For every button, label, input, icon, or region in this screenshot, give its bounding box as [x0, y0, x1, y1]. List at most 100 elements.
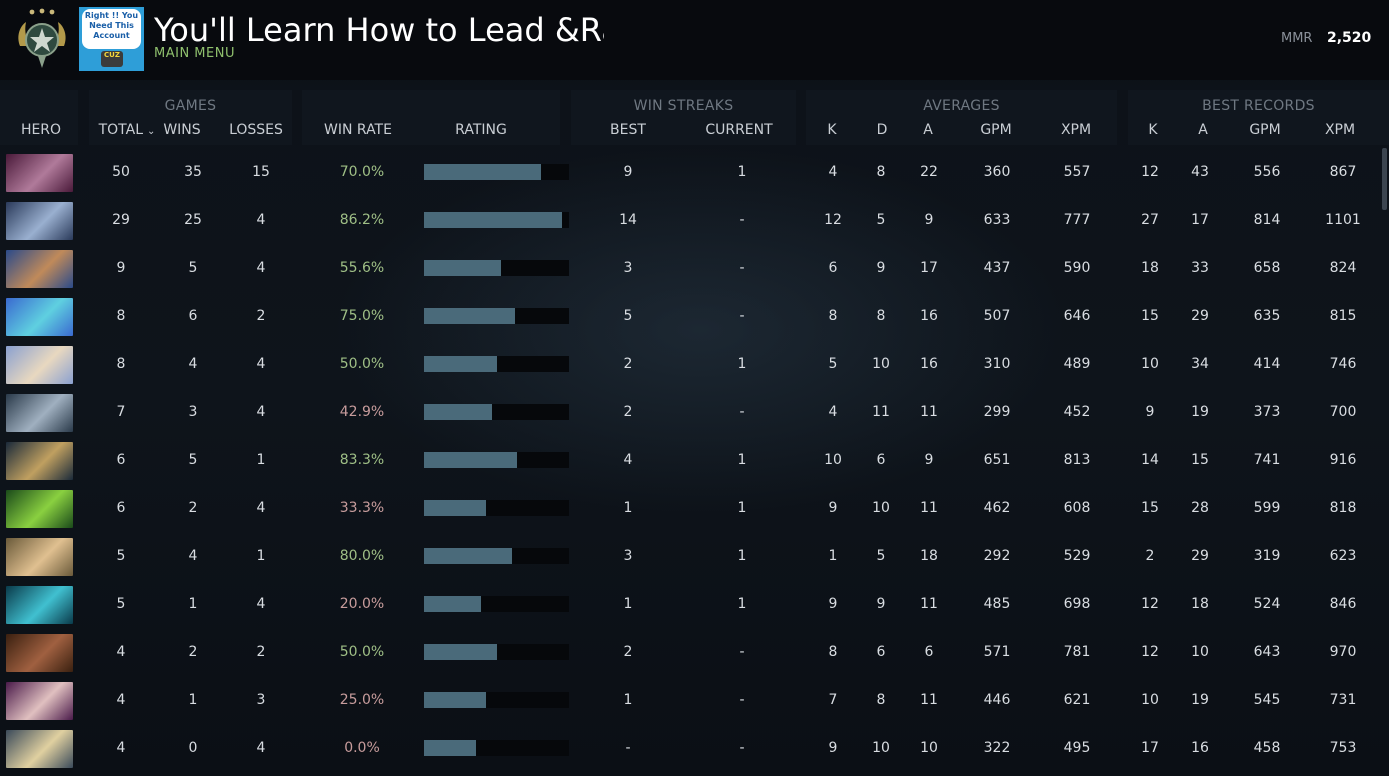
table-row[interactable]: 29 25 4 86.2% 14 - 12 5 9 633 777 27 17 814 1101	[0, 200, 1380, 248]
total-cell: 5	[116, 548, 126, 564]
col-header-avg-deaths[interactable]: D	[876, 122, 888, 138]
best-kills-cell: 12	[1141, 596, 1159, 612]
games-group-title: GAMES	[164, 98, 217, 114]
best-assists-cell: 17	[1191, 212, 1209, 228]
best-kills-cell: 10	[1141, 692, 1159, 708]
hero-portrait-13[interactable]	[6, 730, 73, 768]
averages-group-title: AVERAGES	[923, 98, 1000, 114]
hero-portrait-4[interactable]	[6, 298, 73, 336]
best-gpm-cell: 414	[1253, 356, 1281, 372]
losses-cell: 4	[256, 404, 266, 420]
main-menu-link[interactable]: MAIN MENU	[154, 46, 235, 61]
best-gpm-cell: 458	[1253, 740, 1281, 756]
best-kills-cell: 10	[1141, 356, 1159, 372]
avg-deaths-cell: 5	[876, 548, 886, 564]
avg-deaths-cell: 6	[876, 644, 886, 660]
table-row[interactable]: 8 6 2 75.0% 5 - 8 8 16 507 646 15 29 635 815	[0, 296, 1380, 344]
rating-bar-track	[424, 452, 569, 468]
best-kills-cell: 12	[1141, 164, 1159, 180]
col-header-best-assists[interactable]: A	[1198, 122, 1208, 138]
best-xpm-cell: 970	[1329, 644, 1357, 660]
win-rate-cell: 80.0%	[339, 548, 385, 564]
table-row[interactable]: 8 4 4 50.0% 2 1 5 10 16 310 489 10 34 414 746	[0, 344, 1380, 392]
hero-portrait-11[interactable]	[6, 634, 73, 672]
table-row[interactable]: 9 5 4 55.6% 3 - 6 9 17 437 590 18 33 658 824	[0, 248, 1380, 296]
best-xpm-cell: 846	[1329, 596, 1357, 612]
rating-bar-track	[424, 308, 569, 324]
hero-portrait-5[interactable]	[6, 346, 73, 384]
scrollbar-thumb[interactable]	[1382, 148, 1387, 210]
hero-portrait-12[interactable]	[6, 682, 73, 720]
avg-gpm-cell: 437	[983, 260, 1011, 276]
wins-cell: 35	[184, 164, 202, 180]
best-assists-cell: 29	[1191, 548, 1209, 564]
col-header-avg-kills[interactable]: K	[827, 122, 837, 138]
hero-portrait-3[interactable]	[6, 250, 73, 288]
table-row[interactable]: 50 35 15 70.0% 9 1 4 8 22 360 557 12 43 556 867	[0, 152, 1380, 200]
col-header-best-gpm[interactable]: GPM	[1249, 122, 1281, 138]
best-xpm-cell: 753	[1329, 740, 1357, 756]
losses-cell: 3	[256, 692, 266, 708]
wins-cell: 25	[184, 212, 202, 228]
best-kills-cell: 15	[1141, 308, 1159, 324]
hero-portrait-2[interactable]	[6, 202, 73, 240]
table-row[interactable]: 7 3 4 42.9% 2 - 4 11 11 299 452 9 19 373 700	[0, 392, 1380, 440]
avg-deaths-cell: 8	[876, 308, 886, 324]
col-header-best-streak[interactable]: BEST	[610, 122, 646, 138]
current-streak-cell: 1	[737, 452, 747, 468]
table-row[interactable]: 4 1 3 25.0% 1 - 7 8 11 446 621 10 19 545 731	[0, 680, 1380, 728]
win-rate-cell: 25.0%	[339, 692, 385, 708]
avg-deaths-cell: 11	[872, 404, 890, 420]
table-row[interactable]: 4 0 4 0.0% - - 9 10 10 322 495 17 16 458 753	[0, 728, 1380, 776]
hero-portrait-7[interactable]	[6, 442, 73, 480]
rating-bar-track	[424, 500, 569, 516]
hero-portrait-1[interactable]	[6, 154, 73, 192]
avg-kills-cell: 6	[828, 260, 838, 276]
table-row[interactable]: 6 2 4 33.3% 1 1 9 10 11 462 608 15 28 599 818	[0, 488, 1380, 536]
col-header-current-streak[interactable]: CURRENT	[705, 122, 773, 138]
hero-portrait-9[interactable]	[6, 538, 73, 576]
col-header-rating[interactable]: RATING	[455, 122, 507, 138]
best-kills-cell: 2	[1145, 548, 1155, 564]
table-row[interactable]: 4 2 2 50.0% 2 - 8 6 6 571 781 12 10 643 970	[0, 632, 1380, 680]
col-header-hero[interactable]: HERO	[20, 122, 62, 138]
table-row[interactable]: 6 5 1 83.3% 4 1 10 6 9 651 813 14 15 741 916	[0, 440, 1380, 488]
avg-xpm-cell: 781	[1063, 644, 1091, 660]
losses-cell: 4	[256, 212, 266, 228]
col-header-win-rate[interactable]: WIN RATE	[324, 122, 392, 138]
current-streak-cell: 1	[737, 164, 747, 180]
col-header-avg-assists[interactable]: A	[923, 122, 933, 138]
total-cell: 4	[116, 692, 126, 708]
avg-assists-cell: 11	[920, 500, 938, 516]
table-row[interactable]: 5 1 4 20.0% 1 1 9 9 11 485 698 12 18 524 846	[0, 584, 1380, 632]
best-xpm-cell: 824	[1329, 260, 1357, 276]
col-header-avg-xpm[interactable]: XPM	[1060, 122, 1092, 138]
avg-kills-cell: 8	[828, 308, 838, 324]
wins-cell: 5	[188, 260, 198, 276]
table-row[interactable]: 5 4 1 80.0% 3 1 1 5 18 292 529 2 29 319 623	[0, 536, 1380, 584]
col-header-losses[interactable]: LOSSES	[229, 122, 283, 138]
rating-bar-track	[424, 644, 569, 660]
col-header-best-kills[interactable]: K	[1148, 122, 1158, 138]
hero-portrait-8[interactable]	[6, 490, 73, 528]
win-rate-cell: 0.0%	[344, 740, 380, 756]
sort-chevron-down-icon: ⌄	[147, 126, 156, 137]
avg-gpm-cell: 571	[983, 644, 1011, 660]
profile-avatar[interactable]: Right !! You Need This Account CUZ	[79, 7, 144, 71]
wins-cell: 6	[188, 308, 198, 324]
col-header-wins[interactable]: WINS	[163, 122, 201, 138]
best-streak-cell: 2	[623, 644, 633, 660]
rating-bar-track	[424, 356, 569, 372]
col-header-avg-gpm[interactable]: GPM	[980, 122, 1012, 138]
rating-bar-fill	[424, 212, 562, 228]
hero-portrait-6[interactable]	[6, 394, 73, 432]
rank-medal-icon[interactable]	[14, 6, 70, 70]
avg-xpm-cell: 777	[1063, 212, 1091, 228]
col-header-total[interactable]: TOTAL ⌄	[92, 122, 162, 138]
avg-xpm-cell: 813	[1063, 452, 1091, 468]
rating-bar-track	[424, 212, 569, 228]
col-header-best-xpm[interactable]: XPM	[1324, 122, 1356, 138]
win-rate-cell: 75.0%	[339, 308, 385, 324]
losses-cell: 4	[256, 260, 266, 276]
hero-portrait-10[interactable]	[6, 586, 73, 624]
